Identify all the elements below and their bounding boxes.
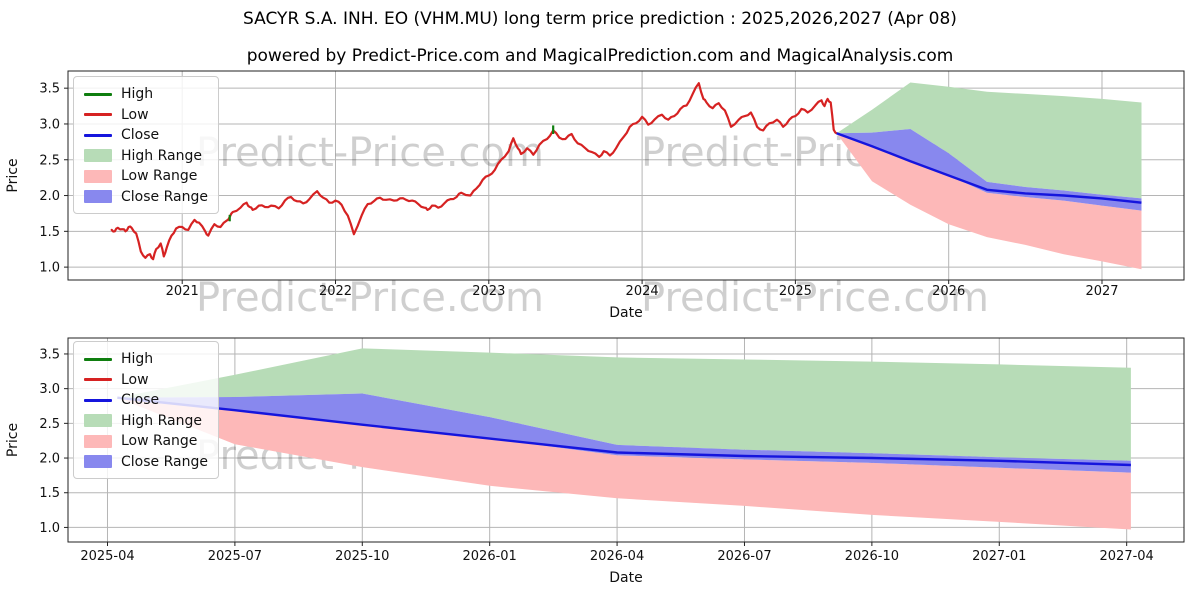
y-tick-label: 3.0 <box>39 382 60 397</box>
x-tick-label: 2026 <box>932 284 965 299</box>
x-tick-label: 2027 <box>1085 284 1118 299</box>
x-axis-label-date: Date <box>609 305 642 321</box>
y-tick-label: 1.5 <box>39 225 60 240</box>
x-tick-label: 2024 <box>626 284 659 299</box>
legend-item-close-range: Close Range <box>84 452 208 473</box>
y-axis-label-price: Price <box>5 423 21 457</box>
low-range-band <box>117 397 1131 530</box>
low-swatch-icon <box>84 378 112 382</box>
x-tick-label: 2026-07 <box>717 549 771 564</box>
legend-label: Close Range <box>121 188 208 205</box>
y-tick-label: 1.5 <box>39 486 60 501</box>
legend-item-high: High <box>84 349 208 370</box>
high-range-band <box>836 82 1142 199</box>
high-swatch-icon <box>84 357 112 361</box>
legend-label: Low Range <box>121 433 198 450</box>
history-low-line <box>110 82 838 261</box>
low-range-swatch-icon <box>84 169 112 183</box>
watermark-text: Predict-Price.com <box>196 130 544 176</box>
legend-item-close: Close <box>84 390 208 411</box>
legend-item-close-range: Close Range <box>84 187 208 208</box>
high-range-swatch-icon <box>84 149 112 163</box>
forecast-close-line <box>836 132 1142 204</box>
legend-item-high: High <box>84 84 208 105</box>
y-tick-label: 1.0 <box>39 521 60 536</box>
y-tick-label: 2.0 <box>39 452 60 467</box>
forecast-close-line <box>117 396 1131 467</box>
x-tick-label: 2026-10 <box>845 549 899 564</box>
legend-item-low-range: Low Range <box>84 166 208 187</box>
y-tick-label: 2.5 <box>39 153 60 168</box>
close-swatch-icon <box>84 398 112 402</box>
x-tick-label: 2023 <box>472 284 505 299</box>
y-tick-label: 3.0 <box>39 117 60 132</box>
close-range-swatch-icon <box>84 455 112 469</box>
x-tick-label: 2025-07 <box>208 549 262 564</box>
legend-label: Low Range <box>121 168 198 185</box>
x-axis-label-date: Date <box>609 570 642 586</box>
x-tick-label: 2025-10 <box>335 549 389 564</box>
plot-border <box>67 337 1185 543</box>
legend-item-low-range: Low Range <box>84 431 208 452</box>
y-tick-label: 2.0 <box>39 189 60 204</box>
powered-by-subtitle: powered by Predict-Price.com and Magical… <box>246 46 954 66</box>
y-tick-label: 3.5 <box>39 347 60 362</box>
y-tick-label: 3.5 <box>39 82 60 97</box>
legend-item-high-range: High Range <box>84 146 208 167</box>
legend-label: Close Range <box>121 453 208 470</box>
low-swatch-icon <box>84 113 112 117</box>
legend-label: High <box>121 351 154 368</box>
close-range-band <box>836 129 1142 211</box>
legend-label: Close <box>121 127 160 144</box>
legend-label: High Range <box>121 412 202 429</box>
legend-item-high-range: High Range <box>84 411 208 432</box>
legend-label: High Range <box>121 147 202 164</box>
legend-label: Low <box>121 371 149 388</box>
legend-item-close: Close <box>84 125 208 146</box>
legend-top-chart: High Low Close High Range Low Range Close Ran… <box>73 76 219 214</box>
y-tick-label: 1.0 <box>39 261 60 276</box>
plot-border <box>67 70 1185 281</box>
close-swatch-icon <box>84 133 112 137</box>
close-range-swatch-icon <box>84 190 112 204</box>
legend-bottom-chart: High Low Close High Range Low Range Close Ran… <box>73 341 219 479</box>
x-tick-label: 2026-01 <box>463 549 517 564</box>
close-range-band <box>117 393 1131 473</box>
watermark-text: Predict-Price.com <box>641 275 989 321</box>
watermark-text: Predict-Price.com <box>196 275 544 321</box>
legend-label: Close <box>121 392 160 409</box>
legend-item-low: Low <box>84 105 208 126</box>
high-swatch-icon <box>84 92 112 96</box>
y-tick-label: 2.5 <box>39 417 60 432</box>
x-tick-label: 2025 <box>779 284 812 299</box>
x-tick-label: 2027-01 <box>972 549 1026 564</box>
high-range-swatch-icon <box>84 414 112 428</box>
low-range-swatch-icon <box>84 434 112 448</box>
x-tick-label: 2022 <box>319 284 352 299</box>
legend-item-low: Low <box>84 370 208 391</box>
low-range-band <box>836 133 1142 270</box>
x-tick-label: 2021 <box>166 284 199 299</box>
page-title: SACYR S.A. INH. EO (VHM.MU) long term pr… <box>243 9 957 29</box>
y-axis-label-price: Price <box>5 158 21 192</box>
legend-label: Low <box>121 106 149 123</box>
legend-label: High <box>121 86 154 103</box>
x-tick-label: 2026-04 <box>590 549 644 564</box>
x-tick-label: 2027-04 <box>1100 549 1154 564</box>
x-tick-label: 2025-04 <box>80 549 134 564</box>
high-range-band <box>117 348 1131 461</box>
